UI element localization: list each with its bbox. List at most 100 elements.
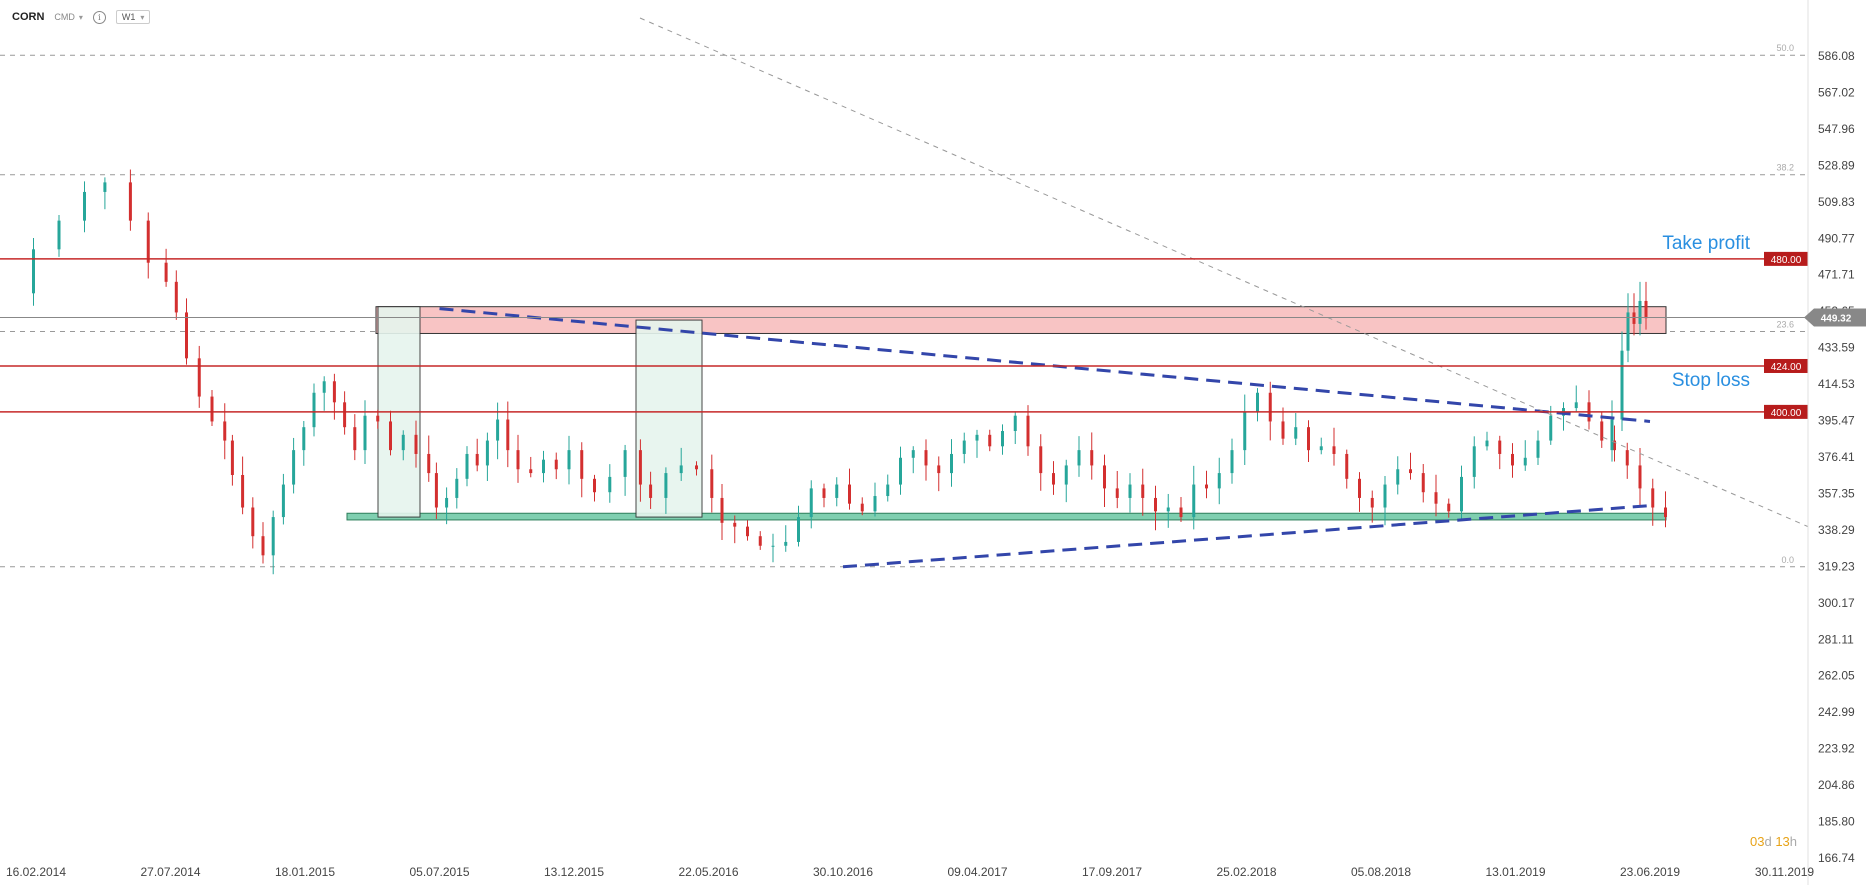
diagonal-guide-line [639,17,1809,528]
candle-down [128,182,132,221]
candle-down [1052,473,1055,485]
candle-up [1610,419,1614,451]
candle-up [623,450,627,477]
fib-level-label: 23.6 [1776,320,1794,330]
candle-up [975,434,979,441]
candle-down [848,484,851,504]
candle-down [1141,484,1145,498]
candle-down [695,465,698,470]
candle-up [542,459,545,474]
candle-down [1632,312,1636,324]
date-tick-label: 05.08.2018 [1351,865,1411,879]
candle-up [1574,402,1578,409]
candle-up [679,465,683,474]
timeframe-value: W1 [121,12,136,22]
candle-down [1409,469,1412,474]
candle-down [475,453,479,466]
level-price-label: 400.00 [1771,408,1802,419]
candle-up [312,392,316,428]
candle-down [1511,453,1514,466]
candle-down [174,281,178,313]
candle-up [83,191,86,221]
candle-down [146,220,150,263]
axis-layer: 586.08 567.02 547.96 528.89 509.83 490.77 471.… [6,0,1866,885]
symbol-toolbar: CORN CMD ▾ i W1 ▾ [0,0,151,34]
candle-down [1644,300,1648,319]
candle-down [223,421,227,441]
resistance-zone [375,306,1667,334]
candle-up [1536,440,1540,458]
price-tick-label: 300.17 [1818,596,1855,610]
candle-up [302,427,306,451]
countdown-hour-unit: h [1789,834,1798,849]
chevron-down-icon[interactable]: ▾ [78,12,83,22]
price-tick-label: 547.96 [1818,122,1855,136]
level-price-tag [1764,251,1808,266]
candle-up [281,484,285,518]
candle-down [529,469,533,474]
date-tick-label: 05.07.2015 [409,865,469,879]
candle-down [1651,488,1655,508]
candle-layer [32,169,1667,575]
candle-down [1345,453,1349,479]
chevron-down-icon: ▾ [140,12,145,22]
descending-trend-line [439,307,1651,423]
candle-up [664,473,668,498]
candle-up [1128,484,1132,498]
candle-down [389,421,392,451]
candle-down [210,396,214,422]
price-tick-label: 395.47 [1818,414,1855,428]
candle-down [1498,440,1502,454]
candle-down [434,473,438,508]
candle-up [1638,300,1642,324]
candle-down [710,469,714,498]
level-price-label: 480.00 [1771,255,1802,266]
price-tick-label: 338.29 [1818,523,1855,537]
candle-down [251,507,255,537]
candle-down [988,434,992,447]
candle-up [271,517,275,556]
candle-down [1268,392,1272,422]
ascending-trend-line [842,504,1651,569]
candle-down [376,415,380,422]
candle-up [1485,440,1489,447]
candle-down [1370,497,1374,508]
candle-up [1383,484,1387,508]
candle-down [1103,465,1106,489]
date-tick-label: 13.12.2015 [544,865,604,879]
price-tick-label: 281.11 [1818,632,1854,646]
price-tick-label: 471.71 [1818,268,1855,282]
candle-down [1307,427,1310,451]
candle-down [1625,450,1629,466]
candle-up [886,484,890,497]
candle-up [445,497,449,508]
symbol-name[interactable]: CORN [12,11,45,23]
timeframe-select[interactable]: W1 ▾ [115,10,151,24]
date-tick-label: 22.05.2016 [678,865,738,879]
candle-down [332,381,336,403]
candle-down [261,536,265,556]
candle-up [784,541,788,546]
info-icon[interactable]: i [92,10,106,24]
candle-down [860,503,864,512]
price-tick-label: 223.92 [1818,742,1855,756]
candle-up [962,440,966,454]
level-price-tag [1764,358,1808,373]
candle-down [1434,492,1438,504]
candle-down [554,459,558,470]
candle-down [197,358,201,397]
candle-down [649,484,653,498]
price-tick-label: 414.53 [1818,377,1855,391]
candle-up [1243,411,1247,451]
countdown-days: 03 [1750,834,1765,849]
candle-down [746,526,749,537]
candle-up [485,440,489,466]
price-tick-label: 528.89 [1818,158,1855,172]
candle-down [230,440,234,475]
candle-down [1613,440,1616,451]
candle-up [1460,476,1463,512]
candle-down [720,497,724,523]
candle-up [32,249,35,294]
date-tick-label: 18.01.2015 [275,865,335,879]
